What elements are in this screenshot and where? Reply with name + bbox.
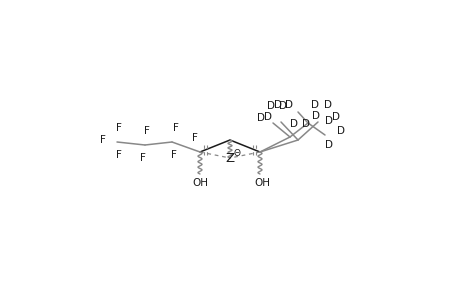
Text: F: F [116, 150, 122, 160]
Text: F: F [192, 133, 197, 143]
Text: OH: OH [191, 178, 207, 188]
Text: D: D [302, 119, 309, 129]
Text: D: D [323, 100, 331, 110]
Text: D: D [336, 126, 344, 136]
Text: D: D [289, 119, 297, 129]
Text: F: F [171, 150, 177, 160]
Text: D: D [266, 101, 274, 111]
Text: D: D [263, 112, 271, 122]
Text: OH: OH [253, 178, 269, 188]
Text: D: D [257, 113, 264, 123]
Text: D: D [331, 112, 339, 122]
Text: F: F [144, 126, 150, 136]
Text: Z: Z [225, 152, 234, 164]
Text: F: F [100, 135, 106, 145]
Text: D: D [285, 100, 292, 110]
Text: F: F [116, 123, 122, 133]
Text: F: F [173, 123, 179, 133]
Text: D: D [311, 111, 319, 121]
Text: D: D [274, 100, 281, 110]
Text: D: D [325, 116, 332, 126]
Text: D: D [325, 140, 332, 150]
Text: Θ: Θ [233, 148, 240, 158]
Text: D: D [310, 100, 318, 110]
Text: F: F [140, 153, 146, 163]
Text: D: D [279, 101, 286, 111]
